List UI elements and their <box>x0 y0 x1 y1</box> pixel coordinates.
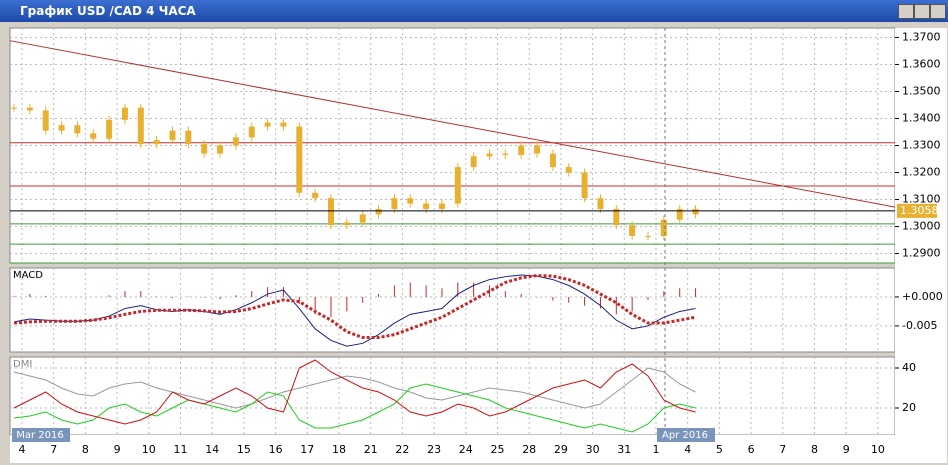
y-tick-label: 1.3200 <box>902 166 941 179</box>
x-tick-label: 22 <box>395 443 409 456</box>
x-tick-label: 28 <box>522 443 536 456</box>
trend-line <box>9 40 896 208</box>
x-axis-area <box>10 435 947 463</box>
x-tick-label: 7 <box>779 443 786 456</box>
panel-title: MACD <box>13 270 43 281</box>
x-tick-label: 16 <box>269 443 283 456</box>
y-tick-label: 40 <box>902 361 916 374</box>
x-tick-label: 9 <box>843 443 850 456</box>
maximize-button[interactable] <box>914 4 930 19</box>
x-tick-label: 31 <box>617 443 631 456</box>
y-tick-label: 1.3000 <box>902 220 941 233</box>
y-tick-label: 1.3100 <box>902 193 941 206</box>
x-tick-label: 8 <box>82 443 89 456</box>
x-tick-label: 7 <box>50 443 57 456</box>
dmi-line <box>13 383 696 433</box>
y-tick-label: 1.2900 <box>902 247 941 260</box>
y-tick-label: 1.3600 <box>902 57 941 70</box>
x-tick-label: 21 <box>364 443 378 456</box>
x-tick-label: 30 <box>586 443 600 456</box>
month-label: Mar 2016 <box>16 430 64 441</box>
x-tick-label: 15 <box>237 443 251 456</box>
month-label: Apr 2016 <box>662 430 708 441</box>
x-tick-label: 8 <box>811 443 818 456</box>
month-box <box>12 428 70 442</box>
chart: 1.3700 1.3600 1.3500 1.3400 1.3300 1.3200 1.31… <box>9 27 947 463</box>
y-tick-label: +0.000 <box>902 290 943 303</box>
x-tick-label: 5 <box>716 443 723 456</box>
x-tick-label: 23 <box>427 443 441 456</box>
macd-line <box>13 274 696 347</box>
y-tick-label: -0.005 <box>902 319 937 332</box>
panel-title: DMI <box>13 359 32 370</box>
dmi-line <box>13 359 696 425</box>
price-panel <box>9 27 896 264</box>
dmi-panel <box>9 356 896 436</box>
last-price-box <box>897 203 937 218</box>
x-tick-label: 10 <box>142 443 156 456</box>
signal-line <box>13 274 696 340</box>
x-tick-label: 24 <box>459 443 473 456</box>
x-tick-label: 14 <box>205 443 219 456</box>
y-axis-area <box>895 28 947 435</box>
x-tick-label: 11 <box>174 443 188 456</box>
x-tick-label: 6 <box>748 443 755 456</box>
month-box <box>657 428 715 442</box>
x-tick-label: 29 <box>554 443 568 456</box>
window-title: График USD /CAD 4 ЧАСА <box>20 4 196 18</box>
x-tick-label: 9 <box>114 443 121 456</box>
y-tick-label: 1.3700 <box>902 30 941 43</box>
x-tick-label: 25 <box>491 443 505 456</box>
y-tick-label: 1.3400 <box>902 111 941 124</box>
x-tick-label: 17 <box>300 443 314 456</box>
title-bar: График USD /CAD 4 ЧАСА <box>0 0 948 22</box>
y-tick-label: 1.3300 <box>902 139 941 152</box>
dmi-line <box>13 367 696 409</box>
y-tick-label: 20 <box>902 401 916 414</box>
close-button[interactable] <box>930 4 946 19</box>
x-tick-label: 18 <box>332 443 346 456</box>
x-tick-label: 4 <box>19 443 26 456</box>
x-tick-label: 4 <box>684 443 691 456</box>
y-tick-label: 1.3500 <box>902 84 941 97</box>
x-tick-label: 10 <box>871 443 885 456</box>
x-tick-label: 1 <box>653 443 660 456</box>
last-price-label: 1.3058 <box>900 204 939 217</box>
minimize-button[interactable] <box>898 4 914 19</box>
